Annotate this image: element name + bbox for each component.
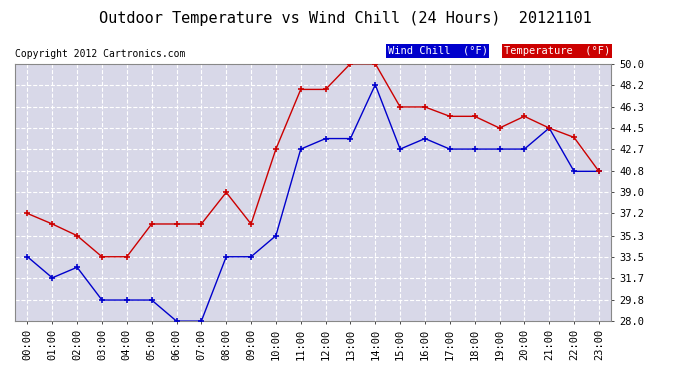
Text: Temperature  (°F): Temperature (°F) [504, 46, 610, 56]
Text: Wind Chill  (°F): Wind Chill (°F) [388, 46, 488, 56]
Text: Copyright 2012 Cartronics.com: Copyright 2012 Cartronics.com [15, 48, 186, 58]
Text: Outdoor Temperature vs Wind Chill (24 Hours)  20121101: Outdoor Temperature vs Wind Chill (24 Ho… [99, 11, 591, 26]
